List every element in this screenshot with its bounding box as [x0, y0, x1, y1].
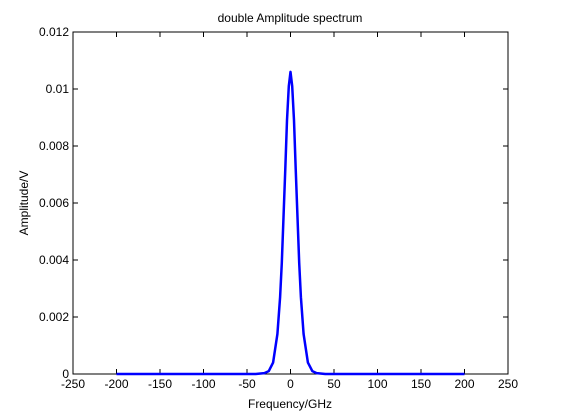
x-tick-label: -200: [104, 377, 128, 391]
x-tick-label: 100: [367, 377, 387, 391]
x-tick-label: -50: [238, 377, 256, 391]
x-tick-label: 200: [454, 377, 474, 391]
x-tick-label: -250: [61, 377, 85, 391]
x-tick-label: -150: [148, 377, 172, 391]
x-tick-label: 0: [287, 377, 294, 391]
x-tick-label: 150: [411, 377, 431, 391]
y-axis-title: Amplitude/V: [17, 171, 31, 236]
y-tick-label: 0.002: [39, 310, 69, 324]
y-tick-label: 0.008: [39, 139, 69, 153]
y-tick-label: 0.01: [46, 82, 70, 96]
chart-title: double Amplitude spectrum: [218, 11, 363, 25]
x-tick-label: 250: [498, 377, 518, 391]
series-line: [116, 70, 465, 376]
y-axis-ticks: 0 0.002 0.004 0.006 0.008 0.01 0.012: [39, 25, 508, 381]
plot-area: [72, 31, 509, 375]
series-layer: [116, 70, 465, 376]
y-tick-label: 0: [62, 367, 69, 381]
x-tick-label: -100: [191, 377, 215, 391]
x-tick-label: 50: [327, 377, 341, 391]
x-axis-ticks: -250 -200 -150 -100 -50 0 50 100 150 200 250: [61, 32, 518, 391]
x-axis-title: Frequency/GHz: [248, 397, 332, 411]
y-tick-label: 0.006: [39, 196, 69, 210]
y-tick-label: 0.012: [39, 25, 69, 39]
y-tick-label: 0.004: [39, 253, 69, 267]
